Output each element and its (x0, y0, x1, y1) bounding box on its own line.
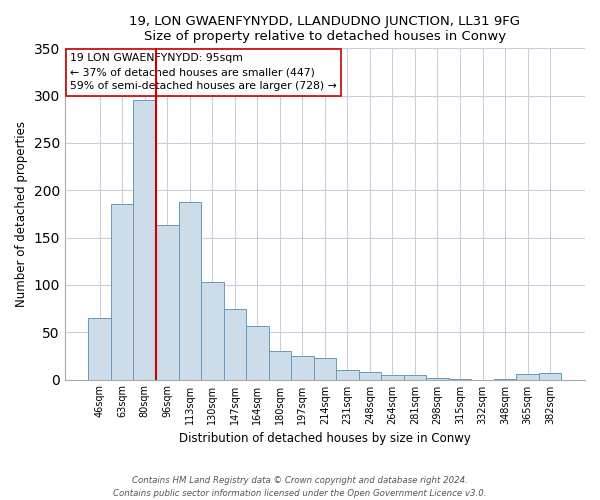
Bar (404, 375, 426, 380)
Bar (246, 326, 269, 380)
Bar (314, 358, 336, 380)
Bar (201, 282, 224, 380)
Bar (517, 374, 539, 380)
X-axis label: Distribution of detached houses by size in Conwy: Distribution of detached houses by size … (179, 432, 471, 445)
Bar (133, 100, 156, 380)
Text: Contains HM Land Registry data © Crown copyright and database right 2024.
Contai: Contains HM Land Registry data © Crown c… (113, 476, 487, 498)
Bar (359, 372, 381, 380)
Bar (224, 308, 246, 380)
Text: 19 LON GWAENFYNYDD: 95sqm
← 37% of detached houses are smaller (447)
59% of semi: 19 LON GWAENFYNYDD: 95sqm ← 37% of detac… (70, 54, 337, 92)
Bar (539, 373, 562, 380)
Bar (179, 202, 201, 380)
Y-axis label: Number of detached properties: Number of detached properties (15, 121, 28, 307)
Bar (381, 375, 404, 380)
Bar (336, 370, 359, 380)
Bar (291, 356, 314, 380)
Bar (494, 378, 517, 380)
Bar (426, 378, 449, 380)
Bar (449, 378, 471, 380)
Bar (156, 226, 179, 380)
Bar (269, 351, 291, 380)
Bar (88, 318, 111, 380)
Bar (111, 204, 133, 380)
Title: 19, LON GWAENFYNYDD, LLANDUDNO JUNCTION, LL31 9FG
Size of property relative to d: 19, LON GWAENFYNYDD, LLANDUDNO JUNCTION,… (130, 15, 520, 43)
